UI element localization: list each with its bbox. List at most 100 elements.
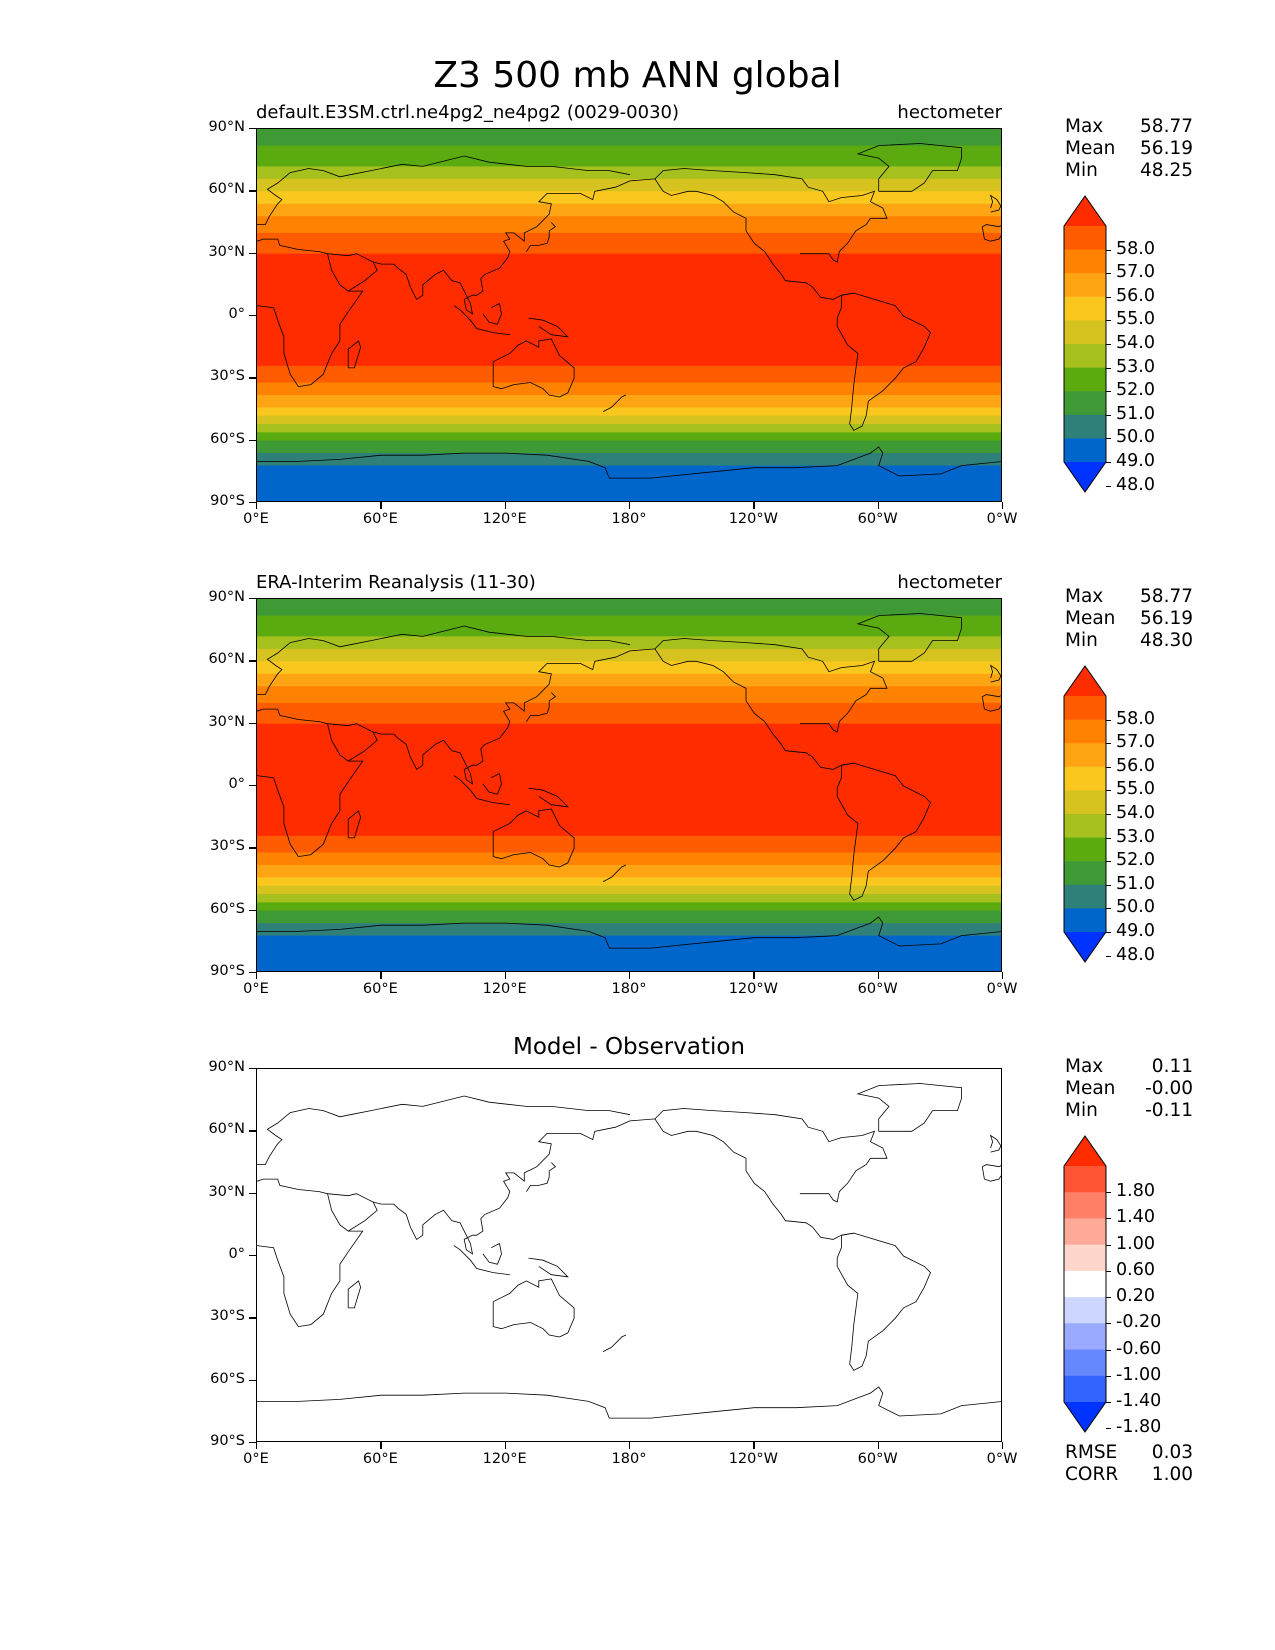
x-tick-label: 120°W [728,981,778,997]
y-tick-label: 30°N [208,713,245,730]
field-band [257,374,1001,379]
field-band [257,644,1001,650]
stat-row: Mean -0.00 [1065,1078,1193,1100]
field-band [257,914,1001,920]
field-band [257,145,1001,151]
field-band [257,603,1001,608]
stat-row: Max 0.11 [1065,1056,1193,1078]
field-band [257,931,1001,937]
field-band [257,486,1001,492]
field-band [257,840,1001,845]
colorbar-tick [1106,273,1111,275]
field-band [257,964,1001,970]
field-band [257,615,1001,621]
x-tick [753,1442,755,1449]
stat-value: 58.77 [1140,586,1193,607]
coastline [372,180,631,315]
field-band [257,174,1001,180]
field-band [257,773,1001,779]
colorbar-label: 0.60 [1116,1259,1155,1280]
colorbar-tick [1106,391,1111,393]
y-tick-label: 90°N [208,119,245,135]
field-band [257,727,1001,733]
colorbar-tick [1106,1244,1111,1246]
field-colorbar [1062,664,1108,968]
metric-label: CORR [1065,1464,1119,1485]
colorbar-segment [1064,1270,1106,1298]
field-band [257,291,1001,296]
field-band [257,702,1001,708]
metric-row: CORR 1.00 [1065,1464,1193,1486]
field-band [257,723,1001,729]
coastline [257,238,364,388]
field-band [257,232,1001,238]
x-tick-label: 60°W [857,1451,898,1467]
field-band [257,927,1001,933]
colorbar-label: -0.20 [1116,1312,1162,1333]
stat-label: Max [1065,586,1104,607]
coastline [372,650,631,785]
field-band [257,906,1001,912]
x-tick-label: 120°E [482,981,527,997]
field-band [257,469,1001,475]
coastline [453,305,510,336]
colorbar-segment [1064,296,1106,321]
colorbar-tick [1106,1218,1111,1220]
field-band [257,736,1001,741]
colorbar-segment [1064,884,1106,909]
colorbar-segment [1064,438,1106,463]
y-tick [249,909,256,911]
stat-row: Min -0.11 [1065,1100,1193,1122]
coastline [602,1334,627,1352]
x-tick [380,972,382,979]
map-plot [256,128,1002,502]
stat-value: -0.11 [1145,1100,1193,1121]
y-tick [249,1255,256,1257]
coastline [453,775,510,806]
field-band [257,744,1001,750]
colorbar-label: 57.0 [1116,262,1155,283]
y-tick-label: 30°N [208,1183,245,1200]
coastline [257,1386,1001,1419]
coastline [482,302,502,325]
field-band [257,453,1001,458]
field-band [257,864,1001,870]
y-tick [249,377,256,379]
field-band [257,628,1001,633]
field-band [257,407,1001,413]
field-band [257,494,1001,500]
coastline [602,864,627,882]
field-band [257,345,1001,350]
field-band [257,461,1001,467]
colorbar-segment [1064,1375,1106,1403]
field-band [257,153,1001,159]
y-tick [249,1442,256,1444]
colorbar-label: 55.0 [1116,309,1155,330]
coastline [528,317,569,338]
field-band [257,274,1001,280]
x-tick-label: 0°E [243,1451,269,1467]
x-tick-label: 60°E [362,981,398,997]
colorbar-segment [1064,861,1106,886]
x-tick [380,502,382,509]
field-band [257,731,1001,737]
coastline [492,808,575,868]
colorbar-label: 49.0 [1116,921,1155,941]
field-band [257,357,1001,363]
field-band [257,673,1001,679]
stat-row: Max 58.77 [1065,116,1193,138]
field-band [257,794,1001,800]
colorbar-tick [1106,1192,1111,1194]
field-band [257,869,1001,874]
coastline [526,1162,557,1192]
field-band [257,415,1001,421]
field-band [257,910,1001,916]
coastline [629,648,854,770]
colorbar-label: 48.0 [1116,474,1155,495]
colorbar-label: 49.0 [1116,451,1155,471]
field-band [257,698,1001,704]
coastline [347,340,362,369]
colorbar-label: 52.0 [1116,380,1155,401]
field-band [257,220,1001,226]
field-band [257,328,1001,334]
